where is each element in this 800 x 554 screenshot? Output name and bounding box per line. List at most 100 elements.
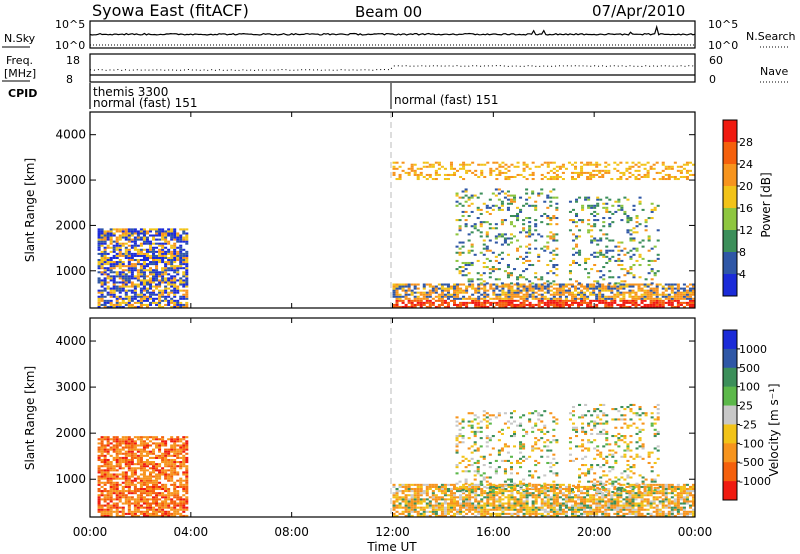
data-cell	[109, 512, 113, 515]
data-cell	[509, 202, 513, 205]
data-cell	[455, 439, 459, 442]
data-cell	[124, 230, 128, 233]
data-cell	[142, 254, 146, 257]
data-cell	[158, 244, 162, 247]
data-cell	[139, 267, 143, 270]
data-cell	[501, 291, 505, 294]
data-cell	[640, 502, 644, 505]
data-cell	[410, 167, 414, 170]
data-cell	[510, 502, 514, 505]
data-cell	[534, 514, 538, 517]
data-cell	[480, 293, 484, 296]
data-cell	[476, 430, 480, 433]
data-cell	[578, 253, 582, 256]
data-cell	[148, 514, 153, 517]
data-cell	[115, 448, 119, 451]
data-cell	[410, 504, 414, 507]
data-cell	[601, 295, 605, 298]
data-cell	[100, 471, 104, 474]
data-cell	[170, 461, 174, 464]
data-cell	[103, 475, 107, 478]
data-cell	[604, 285, 608, 288]
data-cell	[479, 282, 483, 285]
data-cell	[477, 512, 481, 515]
data-cell	[577, 175, 581, 179]
data-cell	[453, 508, 457, 511]
data-cell	[173, 244, 177, 247]
data-cell	[124, 463, 128, 466]
data-cell	[133, 469, 137, 472]
data-cell	[519, 504, 523, 507]
data-cell	[127, 297, 131, 300]
data-cell	[127, 487, 131, 491]
data-cell	[626, 198, 630, 201]
data-cell	[537, 483, 541, 486]
data-cell	[121, 242, 125, 245]
data-cell	[607, 289, 611, 292]
data-cell	[685, 512, 689, 515]
data-cell	[127, 483, 131, 486]
data-cell	[561, 165, 565, 168]
data-cell	[407, 510, 411, 513]
data-cell	[185, 267, 189, 270]
data-cell	[619, 175, 623, 179]
data-cell	[494, 241, 498, 244]
data-cell	[610, 299, 614, 302]
data-cell	[555, 173, 559, 176]
data-cell	[155, 456, 159, 459]
data-cell	[492, 483, 496, 486]
data-cell	[664, 287, 668, 290]
data-cell	[459, 301, 463, 304]
data-cell	[416, 512, 420, 515]
data-cell	[546, 163, 550, 166]
data-cell	[173, 463, 177, 466]
data-cell	[495, 297, 499, 300]
data-cell	[635, 247, 639, 250]
data-cell	[498, 492, 502, 495]
data-cell	[455, 466, 459, 469]
data-cell	[595, 502, 599, 505]
data-cell	[552, 301, 556, 304]
data-cell	[467, 249, 471, 252]
data-cell	[509, 282, 513, 285]
data-cell	[507, 293, 511, 296]
data-cell	[546, 305, 550, 308]
data-cell	[465, 498, 469, 501]
data-cell	[148, 267, 153, 270]
data-cell	[570, 500, 574, 503]
data-cell	[510, 496, 514, 499]
data-cell	[476, 470, 480, 473]
data-cell	[655, 490, 659, 493]
data-cell	[176, 471, 180, 474]
data-cell	[456, 291, 460, 294]
data-cell	[467, 204, 471, 207]
data-cell	[155, 504, 159, 507]
data-cell	[112, 256, 116, 259]
data-cell	[185, 279, 189, 282]
data-cell	[167, 228, 171, 231]
data-cell	[637, 303, 641, 306]
y-tick-label: 3000	[55, 173, 86, 187]
data-cell	[106, 287, 110, 290]
data-cell	[173, 494, 177, 497]
data-cell	[97, 263, 101, 266]
data-cell	[504, 171, 508, 174]
data-cell	[574, 295, 578, 298]
data-cell	[100, 438, 104, 441]
data-cell	[564, 494, 568, 497]
data-cell	[167, 240, 171, 243]
data-cell	[598, 297, 602, 300]
data-cell	[549, 190, 553, 193]
data-cell	[152, 510, 156, 513]
data-cell	[124, 277, 128, 280]
data-cell	[534, 483, 538, 486]
data-cell	[561, 483, 565, 486]
data-cell	[106, 281, 110, 284]
data-cell	[647, 217, 651, 220]
data-cell	[474, 514, 478, 517]
data-cell	[534, 485, 538, 488]
data-cell	[164, 483, 168, 486]
data-cell	[479, 274, 483, 277]
data-cell	[127, 234, 131, 237]
data-cell	[667, 178, 671, 181]
